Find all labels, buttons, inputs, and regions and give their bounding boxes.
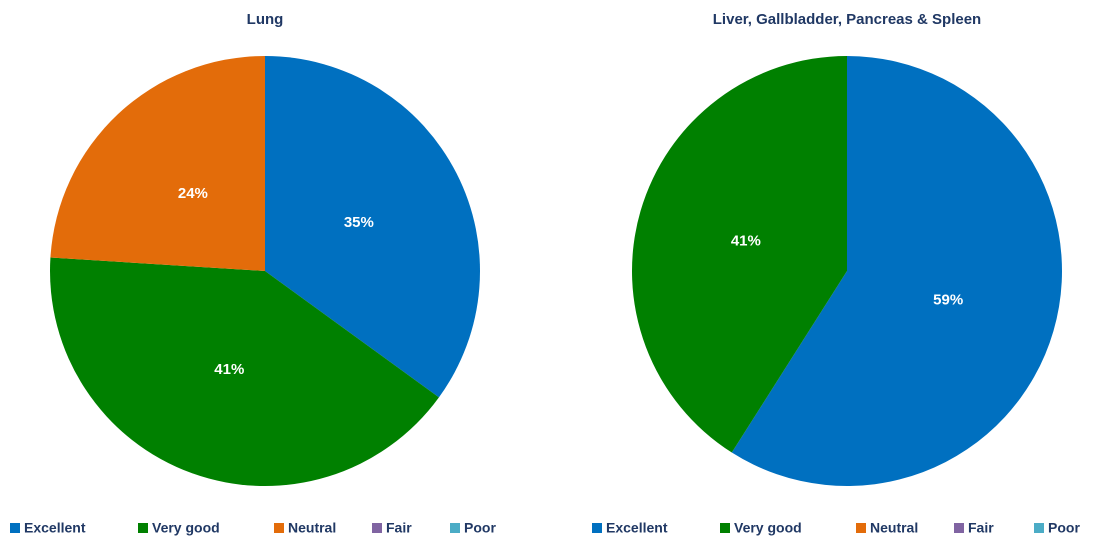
legend-label: Fair <box>386 520 412 536</box>
pie-slice <box>631 56 847 453</box>
legend-label: Neutral <box>870 520 918 536</box>
chart-title: Liver, Gallbladder, Pancreas & Spleen <box>713 11 981 28</box>
legend-swatch <box>1034 523 1044 533</box>
pie-slice <box>50 56 265 271</box>
legend-label: Excellent <box>606 520 668 536</box>
legend-swatch <box>450 523 460 533</box>
legend-swatch <box>274 523 284 533</box>
legend-label: Very good <box>152 520 220 536</box>
legend-swatch <box>372 523 382 533</box>
legend-label: Neutral <box>288 520 336 536</box>
legend-swatch <box>856 523 866 533</box>
data-label: 41% <box>731 233 761 250</box>
legend-label: Poor <box>464 520 496 536</box>
legend-swatch <box>10 523 20 533</box>
legend-label: Very good <box>734 520 802 536</box>
data-label: 59% <box>933 291 963 308</box>
pie-slice <box>265 56 480 398</box>
legend-swatch <box>592 523 602 533</box>
data-label: 35% <box>344 214 374 231</box>
pie-slice <box>49 257 439 487</box>
legend-swatch <box>138 523 148 533</box>
legend-label: Excellent <box>24 520 86 536</box>
data-label: 24% <box>178 185 208 202</box>
legend-swatch <box>720 523 730 533</box>
legend-swatch <box>954 523 964 533</box>
legend-label: Fair <box>968 520 994 536</box>
pie-slice <box>731 56 1062 486</box>
data-label: 41% <box>214 361 244 378</box>
chart-title: Lung <box>247 11 284 28</box>
legend-label: Poor <box>1048 520 1080 536</box>
